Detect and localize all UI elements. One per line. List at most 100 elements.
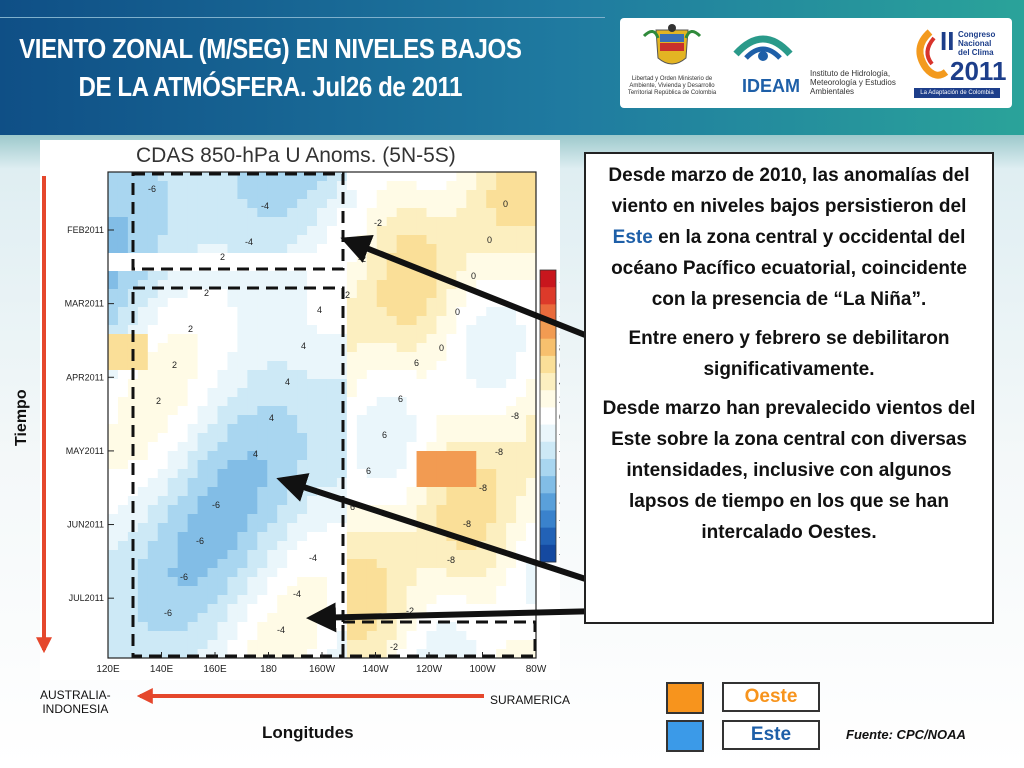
heatmap-cell (117, 253, 129, 263)
heatmap-cell (396, 442, 408, 452)
heatmap-cell (466, 370, 477, 380)
heatmap-cell (326, 289, 338, 299)
heatmap-cell (177, 559, 189, 569)
heatmap-cell (376, 226, 388, 236)
heatmap-cell (396, 532, 408, 542)
heatmap-cell (137, 316, 149, 326)
heatmap-cell (506, 622, 517, 632)
y-tick-label: JUN2011 (67, 520, 104, 530)
heatmap-cell (496, 199, 507, 209)
heatmap-cell (436, 433, 448, 443)
heatmap-cell (516, 469, 527, 479)
colorbar-label: -12 (559, 514, 560, 526)
heatmap-cell (436, 316, 448, 326)
heatmap-cell (386, 262, 398, 272)
heatmap-cell (167, 577, 179, 587)
heatmap-cell (426, 568, 438, 578)
heatmap-cell (277, 208, 288, 218)
heatmap-cell (406, 208, 418, 218)
heatmap-cell (506, 352, 517, 362)
heatmap-cell (326, 217, 338, 227)
heatmap-cell (257, 352, 268, 362)
heatmap-cell (257, 568, 268, 578)
heatmap-cell (137, 487, 149, 497)
heatmap-cell (476, 397, 487, 407)
heatmap-cell (516, 541, 527, 551)
heatmap-cell (396, 559, 408, 569)
page-title: VIENTO ZONAL (M/SEG) EN NIVELES BAJOS DE… (8, 30, 533, 106)
heatmap-cell (307, 460, 318, 470)
heatmap-cell (376, 343, 388, 353)
heatmap-cell (506, 397, 517, 407)
heatmap-cell (456, 217, 467, 227)
heatmap-cell (207, 460, 219, 470)
heatmap-cell (346, 577, 358, 587)
heatmap-cell (227, 631, 238, 641)
heatmap-cell (317, 172, 328, 182)
heatmap-cell (506, 172, 517, 182)
x-axis-ticks: 120E 140E 160E 180 160W 140W 120W 100W 80W (96, 652, 547, 675)
heatmap-cell (466, 649, 477, 658)
heatmap-cell (386, 640, 398, 650)
heatmap-cell (277, 496, 288, 506)
heatmap-cell (317, 559, 328, 569)
heatmap-cell (476, 235, 487, 245)
heatmap-cell (197, 397, 209, 407)
heatmap-cell (187, 172, 199, 182)
heatmap-cell (326, 388, 338, 398)
heatmap-cell (127, 568, 139, 578)
heatmap-cell (137, 523, 149, 533)
heatmap-cell (257, 496, 268, 506)
heatmap-cell (506, 487, 517, 497)
heatmap-cell (217, 307, 229, 317)
heatmap-cell (277, 388, 288, 398)
heatmap-cell (108, 253, 119, 263)
heatmap-cell (237, 181, 248, 191)
colorbar-swatch (540, 321, 556, 340)
heatmap-cell (297, 478, 308, 488)
heatmap-cell (406, 586, 418, 596)
heatmap-cell (307, 424, 318, 434)
heatmap-cell (496, 577, 507, 587)
heatmap-cell (217, 352, 229, 362)
heatmap-cell (287, 622, 298, 632)
heatmap-cell (376, 568, 388, 578)
heatmap-cell (197, 622, 209, 632)
heatmap-cell (277, 298, 288, 308)
heatmap-cell (317, 451, 328, 461)
heatmap-cell (446, 631, 457, 641)
heatmap-cell (197, 406, 209, 416)
heatmap-cell (277, 415, 288, 425)
heatmap-cell (147, 550, 159, 560)
heatmap-cell (317, 595, 328, 605)
heatmap-cell (476, 280, 487, 290)
heatmap-cell (117, 586, 129, 596)
heatmap-cell (506, 334, 517, 344)
heatmap-cell (207, 532, 219, 542)
heatmap-cell (137, 253, 149, 263)
heatmap-cell (496, 541, 507, 551)
heatmap-cell (237, 613, 248, 623)
heatmap-cell (187, 262, 199, 272)
heatmap-cell (277, 406, 288, 416)
heatmap-cell (386, 523, 398, 533)
heatmap-cell (207, 622, 219, 632)
heatmap-cell (336, 451, 348, 461)
heatmap-cell (187, 253, 199, 263)
heatmap-cell (486, 253, 497, 263)
heatmap-cell (516, 280, 527, 290)
heatmap-cell (147, 289, 159, 299)
heatmap-cell (346, 199, 358, 209)
heatmap-cell (197, 613, 209, 623)
heatmap-cell (117, 190, 129, 200)
x-axis-label: Longitudes (262, 723, 354, 742)
heatmap-cell (406, 505, 418, 515)
heatmap-cell (356, 622, 368, 632)
heatmap-cell (297, 343, 308, 353)
heatmap-cell (406, 442, 418, 452)
heatmap-cell (476, 244, 487, 254)
heatmap-cell (247, 307, 258, 317)
heatmap-cell (486, 478, 497, 488)
heatmap-cell (426, 379, 438, 389)
heatmap-cell (217, 397, 229, 407)
